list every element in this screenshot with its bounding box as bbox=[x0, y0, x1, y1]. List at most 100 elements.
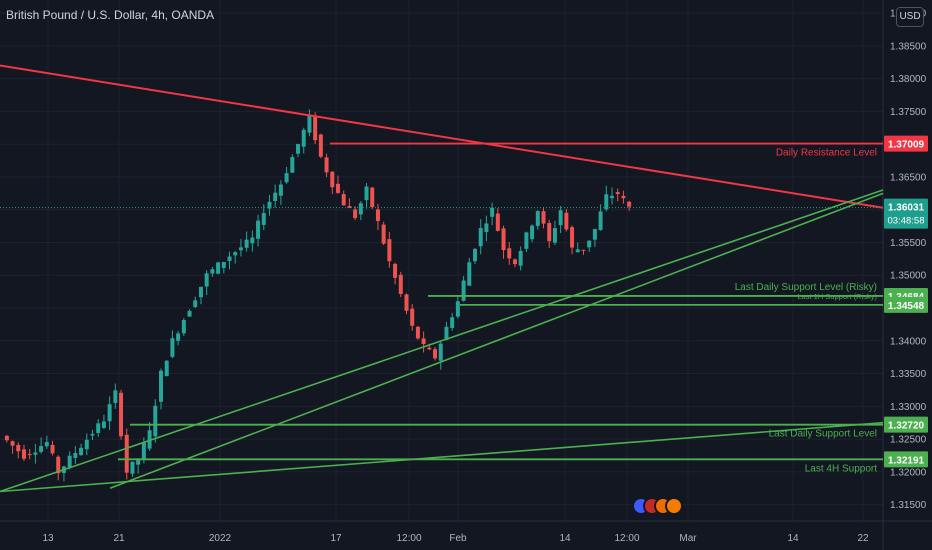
candle-body bbox=[39, 446, 44, 452]
candle-body bbox=[119, 392, 124, 437]
candle-body bbox=[124, 434, 129, 473]
candle-body bbox=[484, 223, 489, 232]
y-tick-label: 1.33500 bbox=[890, 369, 927, 380]
y-tick-label: 1.38500 bbox=[890, 41, 927, 52]
candle-body bbox=[73, 452, 78, 458]
candle-body bbox=[21, 449, 26, 459]
candle-body bbox=[250, 237, 255, 244]
candle-body bbox=[181, 320, 186, 334]
candle-body bbox=[176, 333, 181, 341]
candle-body bbox=[490, 207, 495, 217]
candle-body bbox=[547, 223, 552, 242]
candle-body bbox=[512, 259, 517, 265]
candle-body bbox=[33, 452, 38, 455]
candle-body bbox=[507, 248, 512, 259]
candle-body bbox=[433, 349, 438, 359]
candle-body bbox=[404, 294, 409, 311]
candle-body bbox=[604, 194, 609, 210]
level-label: Last 1H Support (Risky) bbox=[797, 292, 877, 301]
candle-body bbox=[136, 459, 141, 465]
y-tick-label: 1.32000 bbox=[890, 467, 927, 478]
resistance-trendline bbox=[0, 64, 884, 209]
candle-body bbox=[421, 338, 426, 345]
candle-body bbox=[244, 239, 249, 248]
candle-body bbox=[256, 220, 261, 239]
lower-support-trendline bbox=[109, 192, 884, 489]
candle-body bbox=[301, 129, 306, 147]
level-label: Last Daily Support Level bbox=[769, 429, 877, 440]
candle-body bbox=[410, 308, 415, 326]
y-tick-label: 1.37500 bbox=[890, 107, 927, 118]
candle-body bbox=[444, 326, 449, 340]
candle-body bbox=[130, 461, 135, 474]
level-label: Last Daily Support Level (Risky) bbox=[735, 282, 877, 293]
candle-body bbox=[615, 192, 620, 195]
price-tag bbox=[884, 296, 928, 313]
x-tick-label: 13 bbox=[42, 533, 54, 544]
x-tick-label: 14 bbox=[559, 533, 571, 544]
candle-body bbox=[50, 444, 55, 454]
candle-body bbox=[501, 228, 506, 251]
candle-body bbox=[233, 252, 238, 256]
y-tick-label: 1.36500 bbox=[890, 172, 927, 183]
y-tick-label: 1.38000 bbox=[890, 74, 927, 85]
candle-body bbox=[44, 441, 49, 447]
event-icon[interactable] bbox=[665, 497, 683, 515]
level-label: Daily Resistance Level bbox=[776, 148, 877, 159]
candle-body bbox=[552, 228, 557, 243]
candle-body bbox=[627, 201, 632, 207]
candle-body bbox=[164, 360, 169, 377]
candle-body bbox=[330, 171, 335, 188]
candle-body bbox=[347, 206, 352, 208]
candle-body bbox=[147, 430, 152, 449]
x-tick-label: Mar bbox=[679, 533, 697, 544]
candle-body bbox=[318, 134, 323, 157]
candle-body bbox=[284, 173, 289, 183]
candle-body bbox=[10, 441, 15, 446]
candle-body bbox=[198, 286, 203, 298]
long-term-support-trendline bbox=[0, 421, 884, 493]
y-tick-label: 1.34000 bbox=[890, 336, 927, 347]
candle-body bbox=[238, 247, 243, 251]
candle-body bbox=[159, 370, 163, 402]
candle-body bbox=[335, 183, 340, 193]
candle-body bbox=[67, 455, 72, 468]
price-tag-label: 1.34548 bbox=[888, 301, 925, 312]
candle-body bbox=[84, 439, 89, 450]
candle-body bbox=[101, 421, 106, 428]
candle-body bbox=[261, 213, 266, 225]
candle-body bbox=[113, 390, 118, 403]
candle-body bbox=[427, 347, 432, 350]
candle-body bbox=[541, 211, 546, 224]
candle-body bbox=[478, 228, 483, 247]
candle-body bbox=[324, 157, 329, 173]
candle-body bbox=[455, 301, 460, 317]
candle-body bbox=[296, 144, 301, 154]
candle-body bbox=[27, 454, 32, 456]
candle-body bbox=[415, 326, 420, 339]
candle-body bbox=[387, 239, 392, 262]
candle-body bbox=[530, 225, 535, 240]
candle-body bbox=[210, 269, 215, 274]
candle-body bbox=[518, 250, 523, 266]
candle-body bbox=[621, 195, 626, 199]
candle-body bbox=[170, 338, 175, 357]
candle-body bbox=[79, 447, 84, 456]
candle-body bbox=[4, 435, 9, 441]
candle-body bbox=[153, 405, 158, 437]
price-tag bbox=[884, 135, 928, 152]
candle-body bbox=[204, 273, 209, 287]
y-tick-label: 1.33000 bbox=[890, 402, 927, 413]
y-tick-label: 1.35000 bbox=[890, 271, 927, 282]
candle-body bbox=[141, 442, 146, 460]
candle-body bbox=[524, 232, 529, 249]
x-tick-label: 12:00 bbox=[396, 533, 421, 544]
candle-body bbox=[313, 115, 318, 141]
candle-body bbox=[90, 433, 95, 436]
candle-body bbox=[96, 423, 101, 434]
candle-body bbox=[307, 114, 312, 133]
currency-button[interactable]: USD bbox=[896, 7, 924, 27]
candle-body bbox=[273, 192, 278, 201]
chart-title: British Pound / U.S. Dollar, 4h, OANDA bbox=[6, 8, 215, 22]
